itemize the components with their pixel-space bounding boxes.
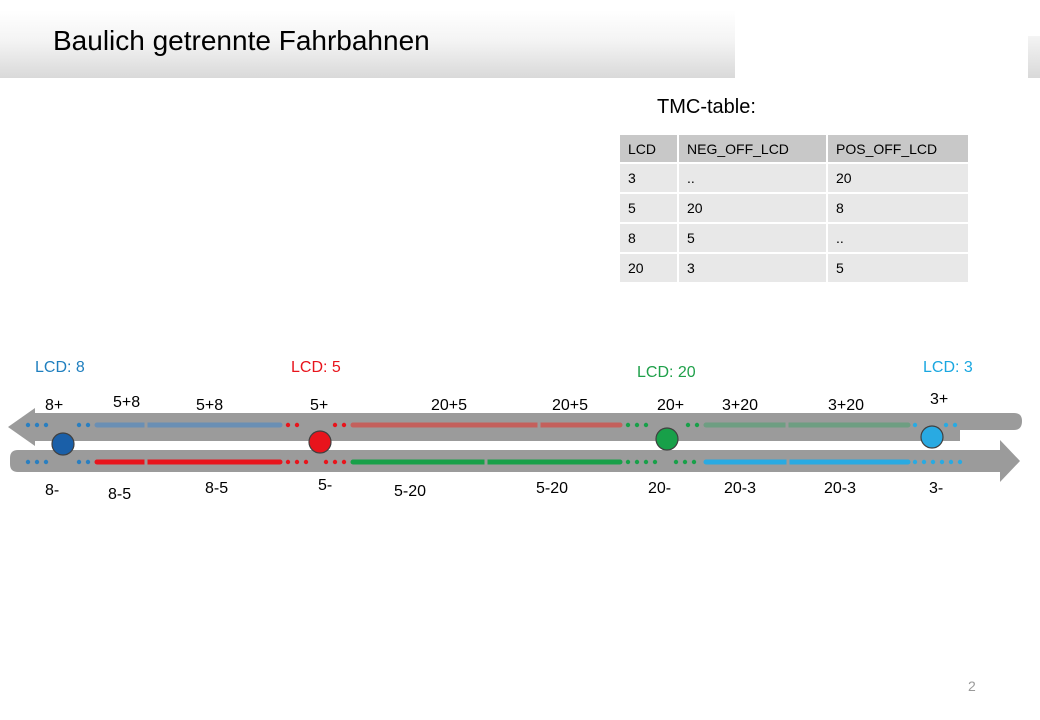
slide-title: Baulich getrennte Fahrbahnen <box>53 25 430 56</box>
table-cell: 5 <box>618 192 679 224</box>
bottom-label: 5-20 <box>394 483 426 500</box>
top-label: 5+8 <box>196 397 223 414</box>
top-label: 5+8 <box>113 394 140 411</box>
location-label-lcd-20: LCD: 20 <box>637 364 696 381</box>
table-cell: 20 <box>677 192 828 224</box>
bottom-label: 5- <box>318 477 332 494</box>
table-cell: .. <box>826 222 970 254</box>
bottom-label: 8-5 <box>205 480 228 497</box>
table-row: 5 20 8 <box>618 192 970 224</box>
bottom-labels: 8- 8-5 8-5 5- 5-20 5-20 20- 20-3 20-3 3- <box>45 477 943 503</box>
top-label: 3+ <box>930 391 948 408</box>
top-label: 20+ <box>657 397 684 414</box>
header-lcd: LCD <box>618 133 679 164</box>
top-label: 8+ <box>45 397 63 414</box>
location-labels: LCD: 8 LCD: 5 LCD: 20 LCD: 3 <box>35 359 973 381</box>
top-label: 20+5 <box>552 397 588 414</box>
location-dots <box>25 422 963 465</box>
header-neg-off-lcd: NEG_OFF_LCD <box>677 133 828 164</box>
bottom-label: 8- <box>45 482 59 499</box>
top-label: 3+20 <box>722 397 758 414</box>
location-label-lcd-3: LCD: 3 <box>923 359 973 376</box>
tmc-table: LCD NEG_OFF_LCD POS_OFF_LCD 3 .. 20 5 20… <box>618 133 970 284</box>
table-header-row: LCD NEG_OFF_LCD POS_OFF_LCD <box>618 133 970 164</box>
node-lcd-5 <box>308 430 332 454</box>
page-number: 2 <box>968 678 976 694</box>
table-cell: 5 <box>677 222 828 254</box>
table-cell: .. <box>677 162 828 194</box>
table-row: 3 .. 20 <box>618 162 970 194</box>
top-labels: 8+ 5+8 5+8 5+ 20+5 20+5 20+ 3+20 3+20 3+ <box>45 391 948 414</box>
bottom-label: 20- <box>648 480 671 497</box>
top-label: 3+20 <box>828 397 864 414</box>
table-row: 20 3 5 <box>618 252 970 284</box>
table-cell: 8 <box>618 222 679 254</box>
location-nodes <box>51 425 944 456</box>
title-bar-accent <box>1028 36 1040 78</box>
node-lcd-20 <box>655 427 679 451</box>
table-cell: 8 <box>826 192 970 224</box>
table-cell: 20 <box>618 252 679 284</box>
upper-segment-gaps <box>144 421 789 429</box>
top-label: 20+5 <box>431 397 467 414</box>
lower-segment-gaps <box>144 458 790 466</box>
table-cell: 20 <box>826 162 970 194</box>
bottom-label: 20-3 <box>724 480 756 497</box>
table-cell: 3 <box>677 252 828 284</box>
table-row: 8 5 .. <box>618 222 970 254</box>
header-pos-off-lcd: POS_OFF_LCD <box>826 133 970 164</box>
location-label-lcd-5: LCD: 5 <box>291 359 341 376</box>
bottom-label: 3- <box>929 480 943 497</box>
bottom-label: 8-5 <box>108 486 131 503</box>
table-cell: 5 <box>826 252 970 284</box>
table-cell: 3 <box>618 162 679 194</box>
bottom-label: 20-3 <box>824 480 856 497</box>
table-caption: TMC-table: <box>657 96 756 118</box>
title-bar <box>0 10 735 78</box>
top-label: 5+ <box>310 397 328 414</box>
bottom-label: 5-20 <box>536 480 568 497</box>
location-label-lcd-8: LCD: 8 <box>35 359 85 376</box>
node-lcd-8 <box>51 432 75 456</box>
node-lcd-3 <box>920 425 944 449</box>
